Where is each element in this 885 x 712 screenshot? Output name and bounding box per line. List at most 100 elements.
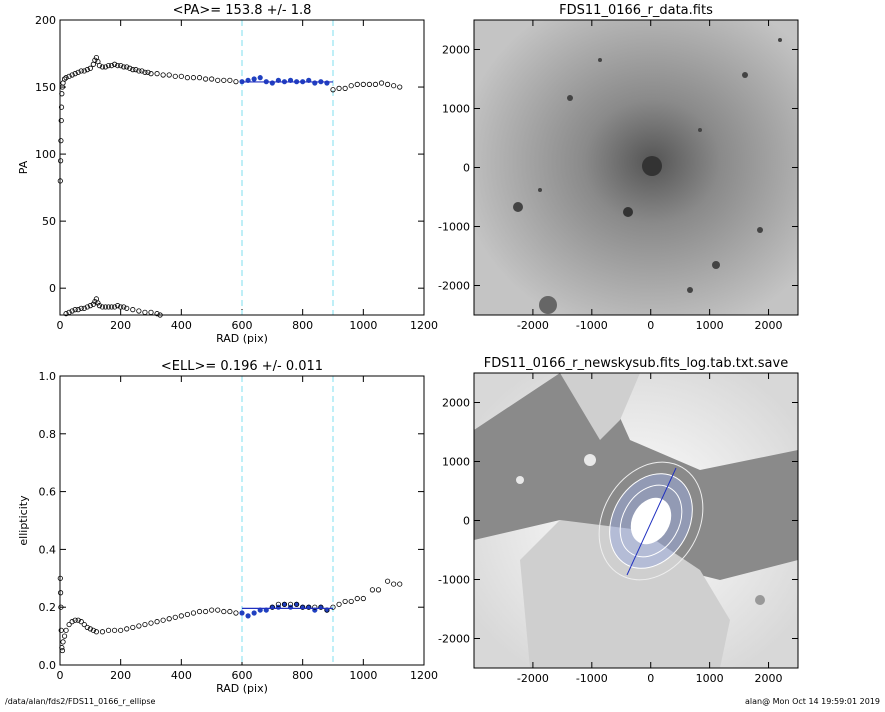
point	[87, 65, 93, 71]
x-tick-label: 200	[110, 669, 131, 682]
point	[209, 607, 215, 613]
point	[93, 629, 100, 635]
point	[227, 608, 233, 615]
point	[92, 298, 98, 305]
point	[75, 307, 81, 313]
point	[172, 614, 178, 620]
point	[397, 581, 403, 587]
point	[348, 598, 354, 605]
point	[148, 309, 154, 315]
point	[160, 72, 166, 78]
y-tick-label: 0	[463, 162, 470, 175]
point	[78, 68, 84, 74]
point	[342, 598, 348, 605]
point	[81, 305, 87, 311]
point	[287, 601, 294, 607]
point	[233, 79, 239, 85]
point	[336, 601, 342, 607]
point	[275, 601, 281, 607]
point	[99, 304, 106, 310]
chart-title: <ELL>= 0.196 +/- 0.011	[161, 359, 323, 374]
point	[92, 57, 98, 63]
point	[121, 64, 127, 70]
point	[375, 587, 382, 593]
point	[133, 67, 139, 73]
y-tick-label: 0	[49, 282, 56, 295]
point	[166, 616, 172, 622]
point	[121, 304, 127, 310]
point	[81, 68, 87, 74]
point	[209, 76, 215, 82]
y-tick-label: 1000	[442, 103, 470, 116]
x-tick-label: 1000	[696, 319, 724, 332]
point	[136, 623, 142, 629]
point	[58, 627, 64, 633]
point	[124, 64, 130, 70]
point	[130, 624, 136, 631]
image-model	[474, 373, 798, 668]
point	[139, 68, 145, 74]
y-tick-label: 2000	[442, 397, 470, 410]
x-axis-label: RAD (pix)	[216, 332, 268, 345]
y-tick-label: 1.0	[39, 370, 57, 383]
point	[354, 81, 360, 87]
point	[127, 65, 133, 71]
point	[233, 610, 239, 616]
y-tick-label: -1000	[438, 574, 470, 587]
x-tick-label: 1200	[410, 669, 438, 682]
point	[90, 627, 96, 633]
point	[59, 647, 66, 654]
point	[354, 595, 360, 602]
point	[90, 301, 96, 307]
y-axis-label: PA	[17, 160, 30, 174]
y-tick-label: 0.6	[39, 486, 57, 499]
point	[69, 72, 75, 78]
y-tick-label: -1000	[438, 221, 470, 234]
x-tick-label: -1000	[576, 672, 608, 685]
point	[95, 300, 101, 306]
point	[112, 304, 118, 310]
point	[330, 604, 336, 610]
x-tick-label: 600	[232, 669, 253, 682]
point	[257, 75, 263, 81]
point	[166, 72, 172, 78]
point	[99, 64, 106, 70]
point	[369, 587, 376, 593]
point	[84, 67, 90, 73]
point	[87, 303, 93, 309]
point	[96, 303, 103, 309]
point	[75, 69, 81, 75]
point	[378, 80, 385, 86]
point	[227, 77, 233, 83]
x-tick-label: -2000	[517, 672, 549, 685]
point	[115, 303, 121, 309]
point	[154, 311, 160, 317]
point	[360, 595, 366, 602]
point	[130, 307, 136, 313]
point	[124, 626, 130, 632]
point	[102, 304, 109, 310]
x-tick-label: 800	[292, 319, 313, 332]
point	[61, 76, 68, 82]
chart-title: FDS11_0166_r_data.fits	[559, 3, 713, 18]
x-tick-label: -1000	[576, 319, 608, 332]
y-tick-label: 200	[35, 14, 56, 27]
point	[190, 610, 197, 616]
point	[58, 104, 65, 110]
y-tick-label: 0.4	[39, 543, 57, 556]
y-axis-label: ellipticity	[17, 495, 30, 546]
point	[84, 624, 90, 631]
point	[105, 304, 112, 310]
point	[69, 308, 75, 314]
point	[63, 627, 69, 633]
y-tick-label: 0.2	[39, 601, 57, 614]
point	[63, 75, 69, 81]
y-tick-label: 1000	[442, 456, 470, 469]
point	[269, 604, 275, 610]
point	[81, 621, 87, 628]
point	[142, 69, 148, 75]
point	[75, 617, 81, 623]
point	[142, 621, 148, 628]
x-tick-label: 0	[57, 319, 64, 332]
